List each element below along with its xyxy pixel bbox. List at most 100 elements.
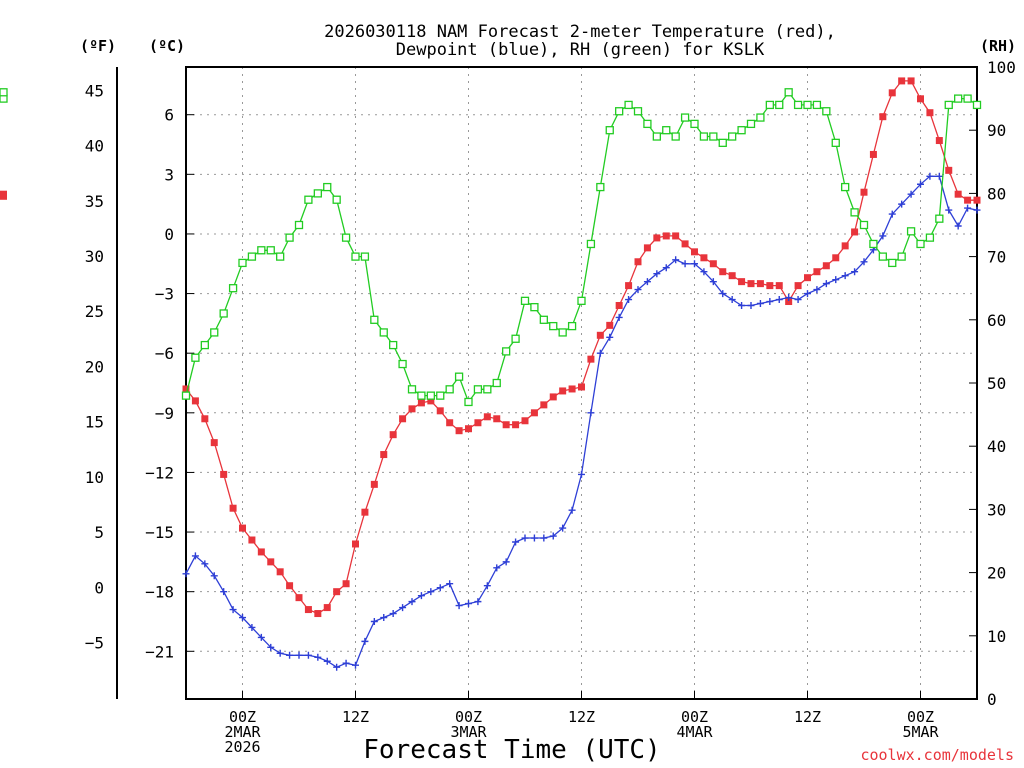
temperature-point	[493, 415, 501, 423]
relative-humidity-point	[596, 182, 605, 192]
relative-humidity-point	[539, 315, 548, 324]
relative-humidity-point	[341, 233, 351, 242]
relative-humidity-point	[850, 208, 859, 217]
temperature-point	[549, 393, 557, 401]
dewpoint-point	[691, 260, 698, 268]
relative-humidity-point	[567, 321, 577, 331]
dewpoint-point	[804, 290, 811, 298]
relative-humidity-point	[304, 195, 313, 204]
celsius-tick-label: −6	[155, 344, 174, 363]
temperature-point	[521, 417, 529, 425]
relative-humidity-point	[549, 321, 558, 331]
relative-humidity-point	[652, 132, 661, 141]
dewpoint-point	[210, 572, 218, 580]
relative-humidity-point	[238, 258, 247, 268]
temperature-point	[681, 240, 689, 248]
temperature-point	[578, 383, 585, 391]
temperature-point	[898, 77, 906, 85]
temperature-point	[794, 282, 802, 290]
temperature-point	[239, 524, 246, 532]
temperature-point	[728, 272, 736, 280]
temperature-point	[879, 113, 887, 121]
dewpoint-point	[483, 582, 491, 590]
relative-humidity-point	[247, 252, 257, 261]
fahrenheit-tick-label: 5	[94, 523, 104, 542]
relative-humidity-point	[935, 214, 944, 223]
relative-humidity-point	[558, 328, 567, 337]
temperature-point	[672, 232, 680, 240]
relative-humidity-point	[464, 397, 473, 407]
temperature-point	[333, 588, 341, 596]
dewpoint-point	[549, 532, 557, 540]
rh-tick-label: 10	[987, 627, 1006, 646]
relative-humidity-point	[605, 126, 614, 135]
dewpoint-point	[502, 558, 510, 566]
temperature-point	[210, 439, 218, 447]
temperature-point	[738, 278, 746, 286]
temperature-point	[314, 610, 322, 618]
temperature-point	[361, 508, 369, 516]
temperature-point	[691, 248, 698, 256]
time-tick-label: 2MAR	[224, 723, 261, 741]
celsius-tick-label: −12	[145, 463, 174, 482]
relative-humidity-point	[793, 100, 803, 110]
relative-humidity-point	[228, 284, 238, 293]
dewpoint-point	[625, 296, 633, 304]
celsius-tick-label: −9	[155, 404, 174, 423]
dewpoint-point	[879, 232, 887, 240]
temperature-point	[399, 415, 407, 423]
dewpoint-point	[474, 598, 482, 606]
dewpoint-point	[512, 538, 520, 546]
relative-humidity-point	[436, 391, 445, 400]
fahrenheit-tick-label: 20	[85, 357, 104, 376]
temperature-point	[568, 385, 576, 393]
fahrenheit-ticks: −5 0 5 10 15 20 25 30 35 40 45	[85, 81, 104, 652]
dewpoint-point	[973, 206, 981, 214]
temperature-point	[257, 548, 265, 556]
temperature-point	[643, 244, 651, 252]
fahrenheit-tick-label: 35	[85, 192, 104, 211]
dewpoint-point	[380, 614, 388, 622]
rh-tick-label: 90	[987, 121, 1006, 140]
dewpoint-point	[220, 588, 228, 596]
series-group	[0, 77, 982, 671]
rh-tick-label: 40	[987, 437, 1006, 456]
dewpoint-point	[653, 270, 661, 278]
dewpoint-point	[728, 296, 736, 304]
temperature-point	[408, 405, 416, 413]
relative-humidity-point	[276, 252, 285, 261]
dewpoint-point	[267, 643, 275, 651]
relative-humidity-point	[944, 100, 953, 110]
relative-humidity-point	[492, 378, 501, 388]
relative-humidity-point	[963, 94, 972, 103]
dewpoint-point	[907, 190, 915, 198]
dewpoint-point	[888, 210, 896, 218]
relative-humidity-point	[916, 239, 925, 249]
relative-humidity-point	[313, 189, 322, 198]
dewpoint-point	[813, 286, 821, 294]
temperature-point	[945, 166, 953, 174]
relative-humidity-point	[407, 385, 417, 394]
relative-humidity-point	[841, 182, 850, 192]
relative-humidity-point	[502, 347, 511, 356]
fahrenheit-tick-label: −5	[85, 633, 104, 652]
relative-humidity-point	[360, 252, 370, 261]
dewpoint-point	[182, 570, 190, 578]
temperature-point	[389, 431, 397, 439]
rh-tick-label: 60	[987, 311, 1006, 330]
dewpoint-point	[945, 206, 953, 214]
dewpoint-point	[323, 657, 331, 665]
relative-humidity-point	[671, 132, 680, 141]
dewpoint-point	[540, 534, 548, 542]
relative-humidity-point	[219, 309, 228, 318]
dewpoint-point	[399, 604, 407, 612]
dewpoint-point	[436, 584, 444, 592]
dewpoint-point	[832, 276, 840, 284]
rh-tick-label: 0	[987, 690, 997, 709]
temperature-point	[700, 254, 708, 262]
dewpoint-point	[615, 313, 623, 321]
dewpoint-point	[672, 256, 680, 264]
relative-humidity-point	[784, 88, 793, 97]
temperature-point	[427, 397, 435, 405]
